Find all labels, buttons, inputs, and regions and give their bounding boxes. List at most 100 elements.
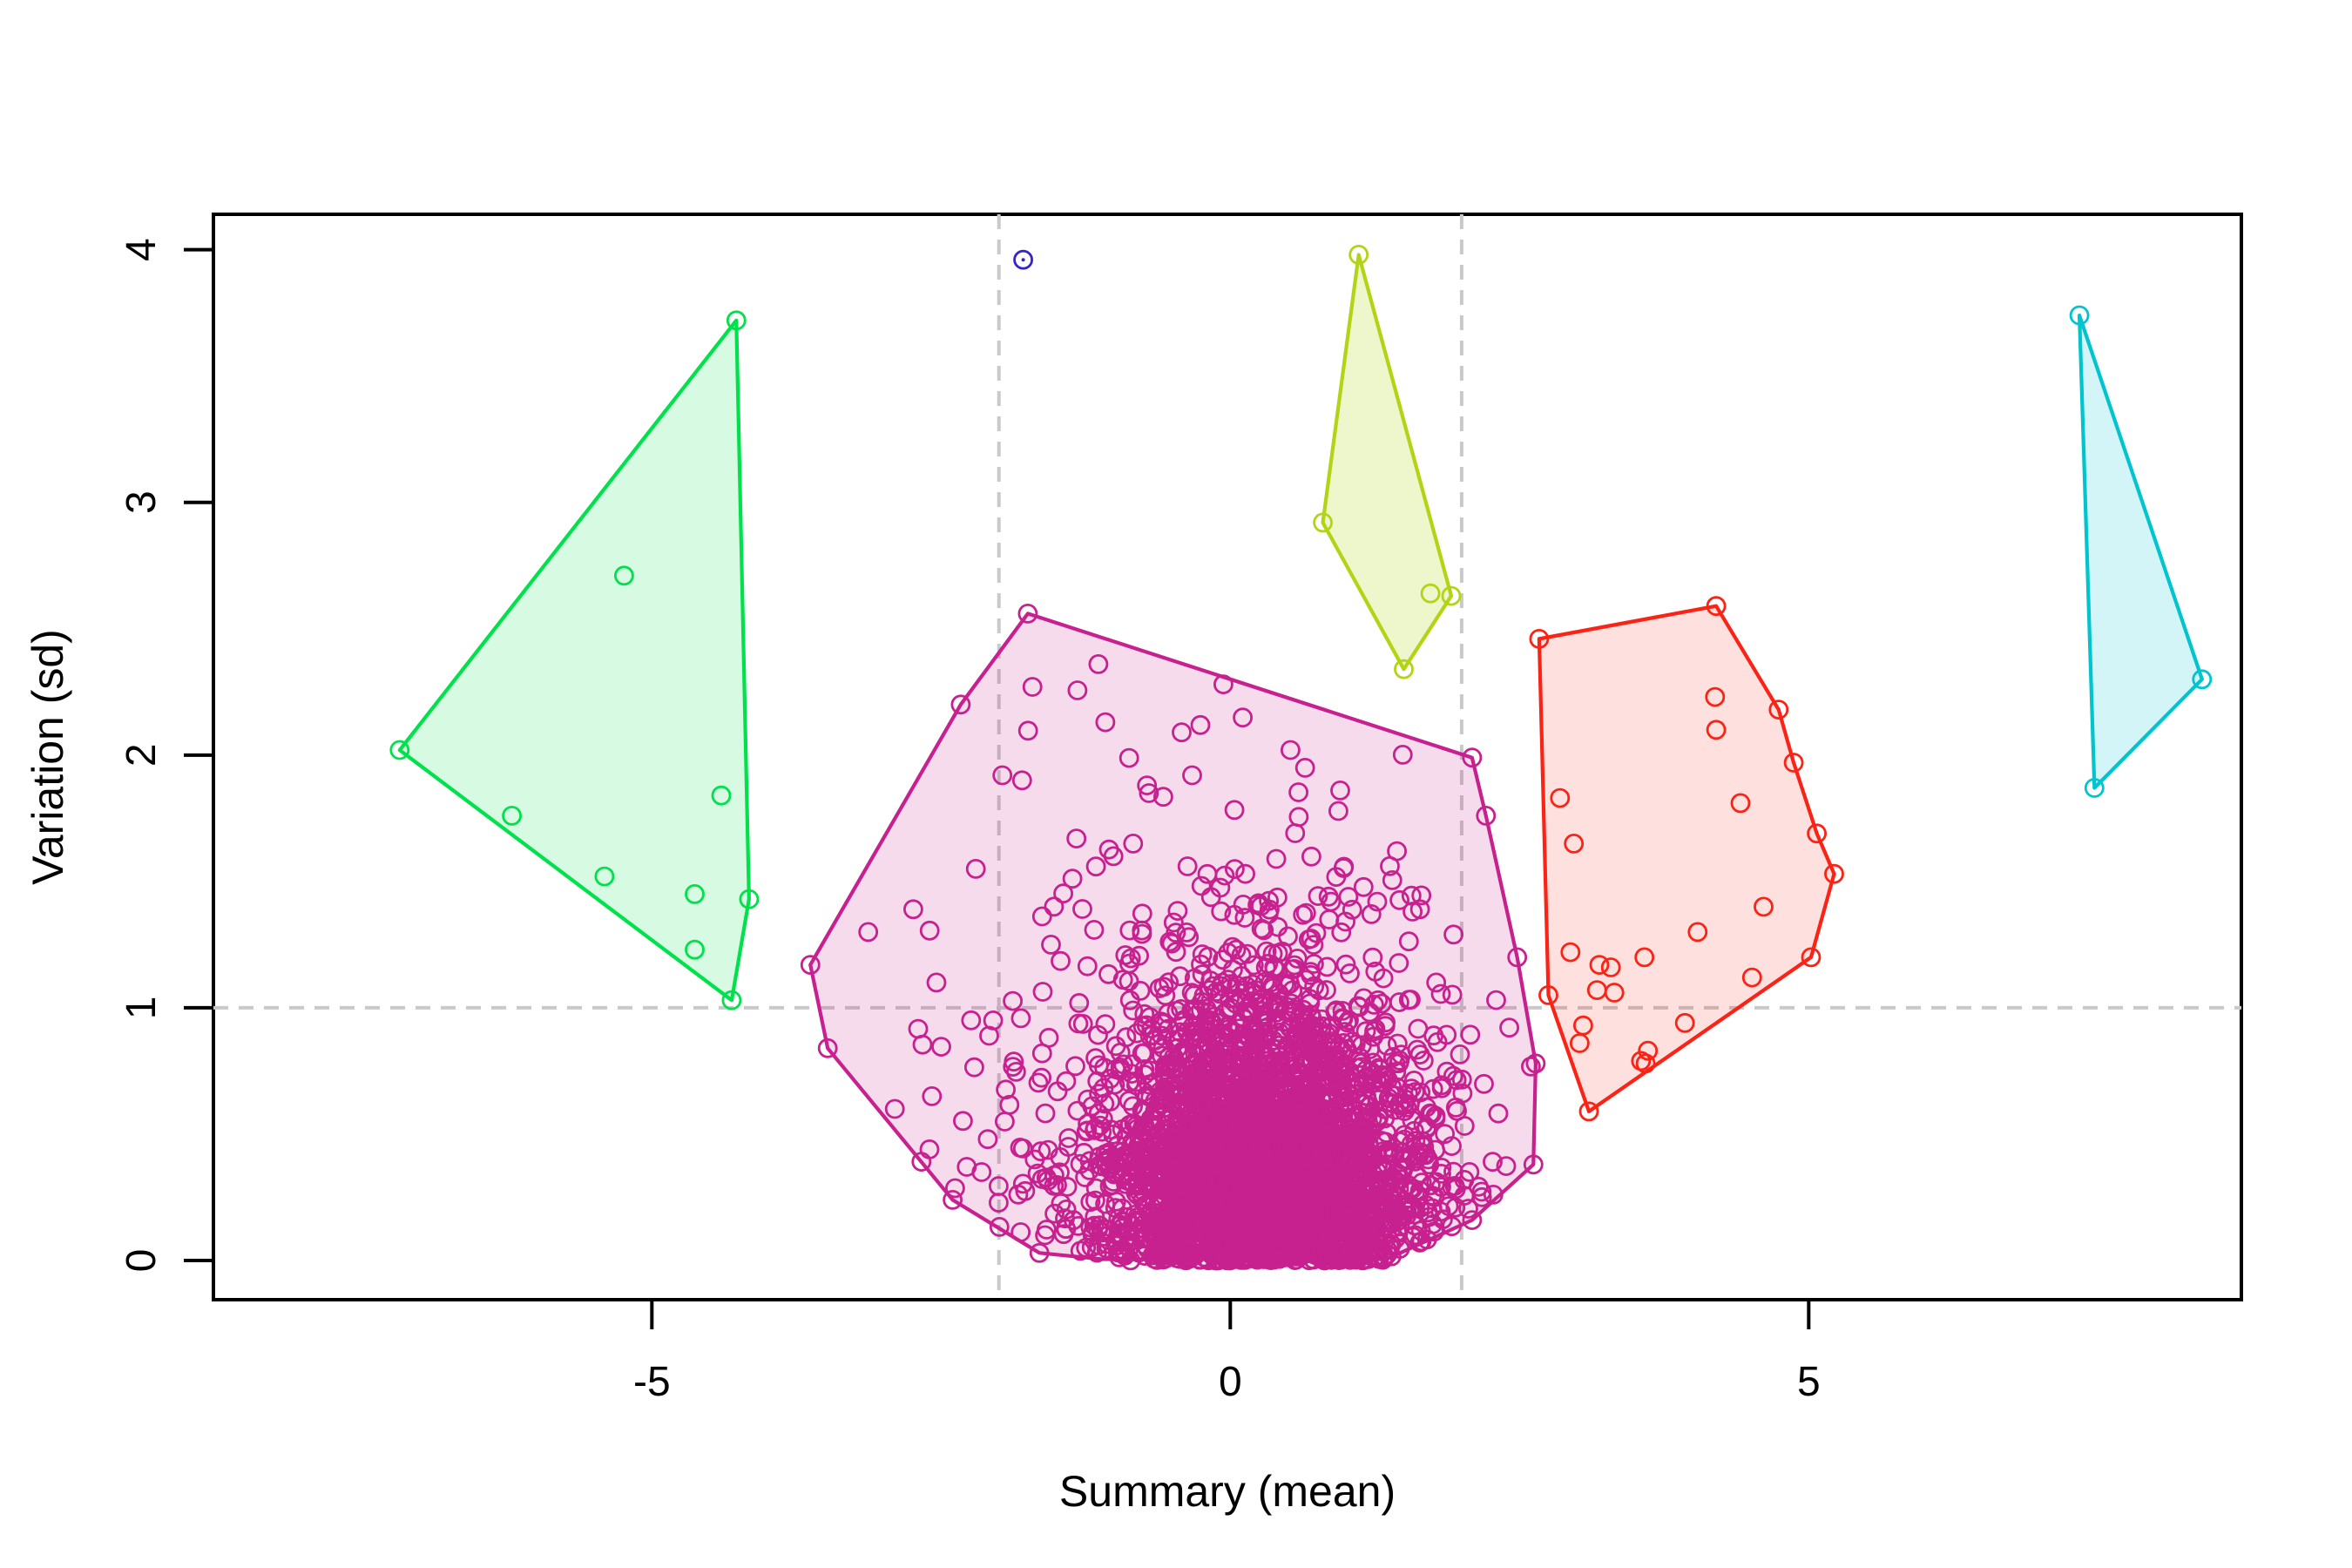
data-point bbox=[1471, 1186, 1492, 1207]
data-point bbox=[1298, 1200, 1319, 1220]
data-point bbox=[1287, 949, 1308, 969]
y-axis-tick-label: 1 bbox=[118, 997, 165, 1020]
x-axis-title: Summary (mean) bbox=[1059, 1467, 1396, 1516]
data-point bbox=[1340, 963, 1360, 983]
green-cluster-point bbox=[721, 990, 742, 1010]
data-point bbox=[1211, 901, 1232, 922]
data-point bbox=[1233, 707, 1253, 728]
data-point bbox=[1122, 1132, 1143, 1152]
data-point bbox=[1132, 1100, 1152, 1120]
data-point bbox=[1150, 1081, 1171, 1102]
data-point bbox=[1123, 1096, 1143, 1117]
red-cluster-point bbox=[1754, 896, 1774, 917]
data-point bbox=[1328, 801, 1348, 821]
data-point bbox=[1362, 947, 1383, 968]
data-point bbox=[1166, 1198, 1187, 1218]
main-cluster-point bbox=[1182, 765, 1202, 786]
data-point bbox=[1384, 1177, 1405, 1198]
data-point bbox=[1277, 1039, 1298, 1060]
data-point bbox=[1325, 1002, 1346, 1022]
data-point bbox=[1085, 856, 1106, 877]
data-point bbox=[1341, 1236, 1362, 1257]
data-point bbox=[1288, 782, 1308, 802]
main-cluster-point bbox=[1226, 939, 1247, 960]
data-point bbox=[1003, 990, 1023, 1011]
data-point bbox=[1106, 1235, 1126, 1256]
main-cluster-point bbox=[1103, 846, 1124, 867]
blue-outlier-point-center bbox=[1021, 258, 1025, 262]
data-point bbox=[1431, 1078, 1452, 1098]
data-point bbox=[1089, 1215, 1110, 1236]
data-point bbox=[1072, 899, 1092, 919]
data-point bbox=[1401, 1078, 1422, 1098]
data-point bbox=[1037, 1139, 1058, 1160]
main-cluster-point bbox=[1525, 1053, 1546, 1074]
data-point bbox=[1105, 1036, 1126, 1057]
green-cluster-point bbox=[726, 310, 747, 331]
data-point bbox=[1155, 1055, 1176, 1076]
data-point bbox=[912, 1034, 933, 1055]
data-point bbox=[1335, 1127, 1355, 1147]
main-cluster-point bbox=[1022, 677, 1043, 697]
data-point bbox=[1486, 990, 1506, 1010]
data-point bbox=[1316, 980, 1336, 1000]
data-point bbox=[1308, 1044, 1329, 1064]
data-point bbox=[1035, 1103, 1056, 1124]
data-point bbox=[1229, 1018, 1250, 1038]
data-point bbox=[1139, 783, 1159, 803]
main-cluster-point bbox=[1011, 770, 1032, 791]
data-point bbox=[1195, 1010, 1216, 1031]
data-point bbox=[1193, 1157, 1214, 1178]
red-cluster-point bbox=[1550, 787, 1571, 808]
data-point bbox=[1031, 906, 1052, 927]
data-point bbox=[1451, 1069, 1472, 1090]
data-point bbox=[1389, 953, 1409, 973]
data-point bbox=[1236, 1247, 1256, 1267]
main-cluster-point bbox=[1267, 916, 1288, 937]
data-point bbox=[1298, 929, 1319, 950]
data-point bbox=[1123, 1000, 1144, 1021]
data-point bbox=[1207, 1250, 1228, 1271]
data-point bbox=[953, 1111, 973, 1132]
data-point bbox=[961, 1010, 982, 1031]
data-point bbox=[1170, 966, 1190, 987]
data-point bbox=[1410, 1082, 1431, 1103]
cluster-hulls bbox=[397, 253, 2204, 1261]
data-point bbox=[1224, 800, 1245, 821]
data-point bbox=[977, 1129, 998, 1150]
data-point bbox=[1384, 1085, 1405, 1106]
data-point bbox=[1166, 1058, 1186, 1079]
data-point bbox=[1254, 1174, 1274, 1194]
data-point bbox=[1093, 1078, 1114, 1098]
data-point bbox=[1105, 1074, 1125, 1095]
data-point bbox=[1266, 848, 1287, 869]
data-point bbox=[1180, 1028, 1200, 1049]
data-point bbox=[1331, 922, 1352, 943]
main-cluster-point bbox=[926, 972, 947, 993]
data-point bbox=[1369, 1085, 1390, 1105]
data-point bbox=[1197, 1022, 1218, 1043]
red-cluster-point bbox=[1635, 1053, 1656, 1074]
red-cluster-point bbox=[1706, 720, 1727, 740]
data-point bbox=[1369, 1058, 1389, 1078]
data-point bbox=[1163, 912, 1184, 933]
main-cluster-point bbox=[1321, 891, 1342, 912]
data-point bbox=[1282, 1006, 1302, 1027]
data-point bbox=[1398, 1084, 1418, 1104]
data-point bbox=[989, 1193, 1009, 1213]
main-cluster-point bbox=[1281, 740, 1301, 760]
cyan-cluster-point bbox=[2084, 778, 2105, 798]
main-cluster-point bbox=[1330, 781, 1350, 801]
data-point bbox=[1231, 966, 1252, 986]
main-cluster-point bbox=[1367, 891, 1388, 912]
axis-ticks: -5 0 5 0 1 2 3 4 bbox=[118, 238, 1821, 1405]
plot-box bbox=[212, 213, 2243, 1301]
main-cluster-point bbox=[817, 1037, 838, 1058]
data-point bbox=[1279, 1212, 1299, 1233]
data-point bbox=[1363, 1026, 1383, 1047]
data-point bbox=[1173, 1205, 1194, 1225]
main-cluster-point bbox=[903, 899, 923, 920]
data-point bbox=[1077, 956, 1098, 977]
data-point bbox=[989, 1217, 1010, 1237]
main-cluster-point bbox=[1213, 674, 1233, 694]
